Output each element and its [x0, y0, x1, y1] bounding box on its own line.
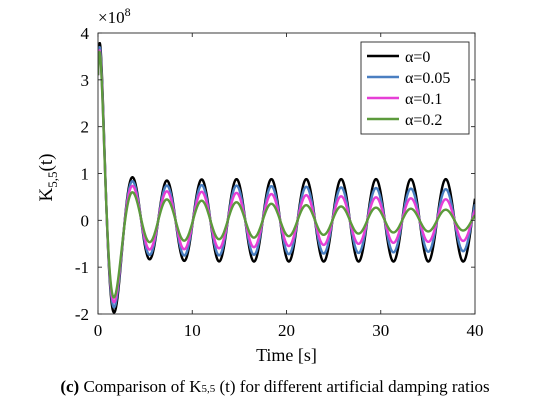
y-tick-label: 4	[81, 24, 90, 43]
y-axis-label-main: K	[36, 187, 57, 201]
y-tick-label: -1	[75, 258, 89, 277]
y-exponent-label: ×108	[98, 5, 131, 27]
caption-text-before: Comparison of K	[79, 377, 202, 396]
caption-label: (c)	[60, 377, 80, 396]
y-tick-label: 3	[81, 71, 90, 90]
legend-label-1: α=0.05	[405, 70, 450, 87]
x-tick-label: 40	[467, 321, 484, 340]
x-tick-label: 20	[278, 321, 295, 340]
y-tick-label: 1	[81, 165, 90, 184]
y-axis-label-sub: 5,5	[45, 171, 60, 187]
y-exponent-power: 8	[125, 5, 131, 19]
x-tick-label: 30	[372, 321, 389, 340]
legend: α=0 α=0.05 α=0.1 α=0.2	[360, 41, 470, 135]
legend-label-0: α=0	[405, 49, 430, 66]
x-tick-label: 10	[184, 321, 201, 340]
x-tick-label: 0	[94, 321, 103, 340]
y-exponent-base: ×10	[98, 8, 125, 27]
x-axis-label: Time [s]	[256, 345, 317, 365]
series-line-3	[98, 50, 475, 299]
y-tick-label: 2	[81, 118, 90, 137]
y-axis-label-suffix: (t)	[36, 154, 57, 172]
series-lines	[98, 41, 475, 314]
legend-label-3: α=0.2	[405, 112, 442, 129]
y-tick-label: 0	[81, 211, 90, 230]
legend-label-2: α=0.1	[405, 91, 442, 108]
caption-sub: 5,5	[201, 383, 216, 395]
caption-text-after: (t) for different artificial damping rat…	[215, 377, 490, 396]
figure-caption: (c) Comparison of K5,5 (t) for different…	[0, 377, 550, 397]
y-axis-label: K5,5(t)	[36, 154, 60, 202]
y-tick-label: -2	[75, 305, 89, 324]
